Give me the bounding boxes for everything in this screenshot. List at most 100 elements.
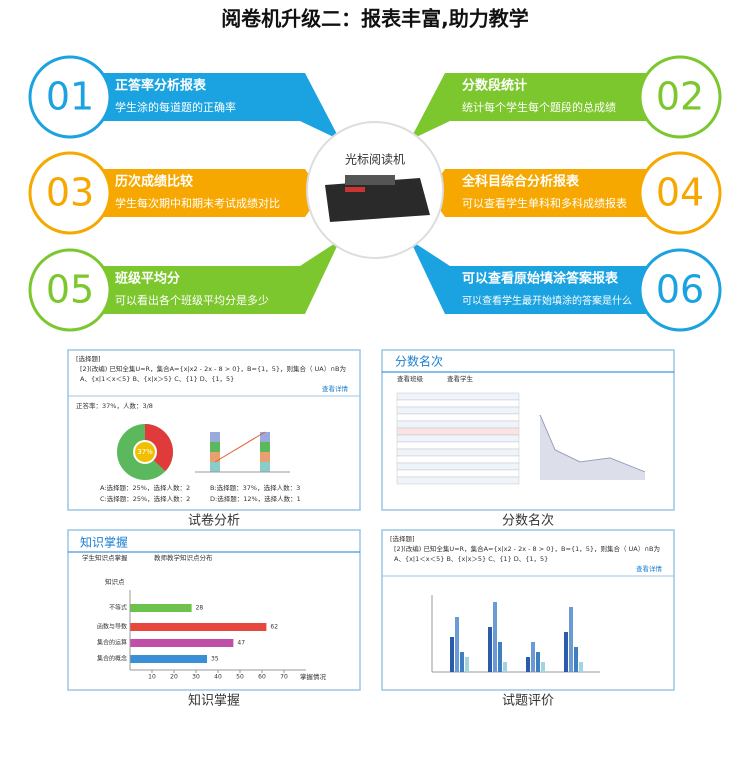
category-label: 不等式 bbox=[109, 604, 127, 612]
legend-text: A:选择题：25%，选择人数：2 bbox=[100, 483, 190, 492]
value-label: 47 bbox=[237, 640, 245, 647]
mini-bar bbox=[498, 642, 502, 672]
feature-number: 05 bbox=[46, 268, 94, 312]
y-axis-label: 知识点 bbox=[105, 577, 125, 586]
feature-number: 04 bbox=[656, 171, 704, 215]
question-tag: [选择题] bbox=[390, 534, 415, 543]
feature-band bbox=[428, 169, 680, 217]
stats: 正答率：37%，人数：3/8 bbox=[76, 401, 153, 410]
mini-bar bbox=[260, 462, 270, 472]
mini-line bbox=[214, 431, 266, 463]
rank-area bbox=[540, 415, 645, 480]
feature-title: 班级平均分 bbox=[115, 271, 180, 287]
feature-desc: 统计每个学生每个题段的总成绩 bbox=[462, 100, 616, 114]
table-row bbox=[396, 406, 520, 415]
scanner-tray bbox=[345, 175, 395, 185]
bar bbox=[130, 655, 207, 663]
feature-desc: 学生涂的每道题的正确率 bbox=[115, 100, 236, 114]
question-options: A、{x|1＜x＜5} B、{x|x＞5} C、{1} D、{1，5} bbox=[394, 555, 548, 563]
mini-bar bbox=[210, 462, 220, 472]
mini-bar bbox=[455, 617, 459, 672]
table-row bbox=[396, 476, 520, 485]
panel-caption: 分数名次 bbox=[502, 513, 554, 529]
mini-bar bbox=[574, 647, 578, 672]
pie-slice bbox=[145, 424, 174, 472]
feature-desc: 可以查看学生单科和多科成绩报表 bbox=[462, 196, 627, 210]
mini-bar bbox=[210, 432, 220, 442]
table-row bbox=[396, 441, 520, 450]
detail-link: 查看详情 bbox=[636, 564, 663, 573]
x-tick-label: 50 bbox=[236, 674, 244, 681]
table-row bbox=[396, 427, 520, 436]
table-row bbox=[396, 469, 520, 478]
mini-bar bbox=[488, 627, 492, 672]
feature-title: 全科目综合分析报表 bbox=[461, 174, 580, 190]
legend-text: C:选择题：25%，选择人数：2 bbox=[100, 494, 190, 503]
feature-number: 06 bbox=[656, 268, 704, 312]
mini-bar bbox=[503, 662, 507, 672]
value-label: 35 bbox=[211, 656, 219, 663]
bar bbox=[130, 604, 192, 612]
scanner-tag bbox=[345, 187, 365, 192]
x-tick-label: 70 bbox=[280, 674, 288, 681]
question-text: [2](改编) 已知全集U=R，集合A={x|x2 - 2x - 8 > 0}，… bbox=[394, 544, 660, 553]
legend-text: D:选择题：12%，选择人数：1 bbox=[210, 494, 301, 503]
feature-circle bbox=[638, 151, 722, 235]
mini-bar bbox=[579, 662, 583, 672]
mini-bar bbox=[536, 652, 540, 672]
table-row bbox=[396, 392, 520, 401]
pie-center bbox=[135, 442, 155, 462]
feature-title: 历次成绩比较 bbox=[115, 174, 193, 190]
table-row bbox=[396, 413, 520, 422]
bar bbox=[130, 623, 267, 631]
feature-circle bbox=[28, 248, 112, 332]
feature-band bbox=[70, 240, 340, 314]
question-tag: [选择题] bbox=[76, 354, 101, 363]
title: 阅卷机升级二：报表丰富,助力教学 bbox=[221, 7, 529, 31]
pie-label: 37% bbox=[137, 448, 153, 456]
panel-caption: 知识掌握 bbox=[188, 693, 240, 709]
feature-desc: 学生每次期中和期末考试成绩对比 bbox=[115, 196, 280, 210]
bar bbox=[130, 639, 234, 647]
mini-bar bbox=[260, 452, 270, 462]
table-row bbox=[396, 399, 520, 408]
value-label: 62 bbox=[270, 624, 278, 631]
mini-bar bbox=[526, 657, 530, 672]
feature-desc: 可以查看学生最开始填涂的答案是什么 bbox=[462, 294, 632, 307]
feature-band bbox=[70, 73, 340, 140]
feature-circle bbox=[28, 55, 112, 139]
table-row bbox=[396, 462, 520, 471]
mini-bar bbox=[210, 452, 220, 462]
feature-number: 01 bbox=[46, 75, 94, 119]
category-label: 集合的概念 bbox=[97, 655, 127, 663]
center-label: 光标阅读机 bbox=[345, 153, 405, 167]
value-label: 28 bbox=[196, 605, 204, 612]
question-text: [2](改编) 已知全集U=R，集合A={x|x2 - 2x - 8 > 0}，… bbox=[80, 364, 346, 373]
mini-bar bbox=[260, 442, 270, 452]
mini-bar bbox=[569, 607, 573, 672]
feature-circle bbox=[638, 248, 722, 332]
feature-number: 03 bbox=[46, 171, 94, 215]
mini-bar bbox=[460, 652, 464, 672]
feature-band bbox=[410, 240, 680, 314]
panel-frame bbox=[67, 349, 361, 511]
table-row bbox=[396, 434, 520, 443]
x-tick-label: 20 bbox=[170, 674, 178, 681]
table-row bbox=[396, 448, 520, 457]
panel-caption: 试题评价 bbox=[502, 694, 554, 709]
x-tick-label: 30 bbox=[192, 674, 200, 681]
feature-band bbox=[410, 73, 680, 140]
x-axis-label: 掌握情况 bbox=[300, 672, 327, 681]
x-tick-label: 10 bbox=[148, 674, 156, 681]
detail-link: 查看详情 bbox=[322, 384, 349, 393]
panel-heading: 分数名次 bbox=[395, 354, 443, 369]
x-tick-label: 40 bbox=[214, 674, 222, 681]
feature-band bbox=[70, 169, 322, 217]
panel-heading: 知识掌握 bbox=[80, 535, 128, 550]
category-label: 集合的运算 bbox=[97, 639, 127, 647]
mini-bar bbox=[541, 662, 545, 672]
feature-number: 02 bbox=[656, 75, 704, 119]
feature-desc: 可以看出各个班级平均分是多少 bbox=[115, 293, 269, 307]
panel-caption: 试卷分析 bbox=[188, 513, 240, 529]
